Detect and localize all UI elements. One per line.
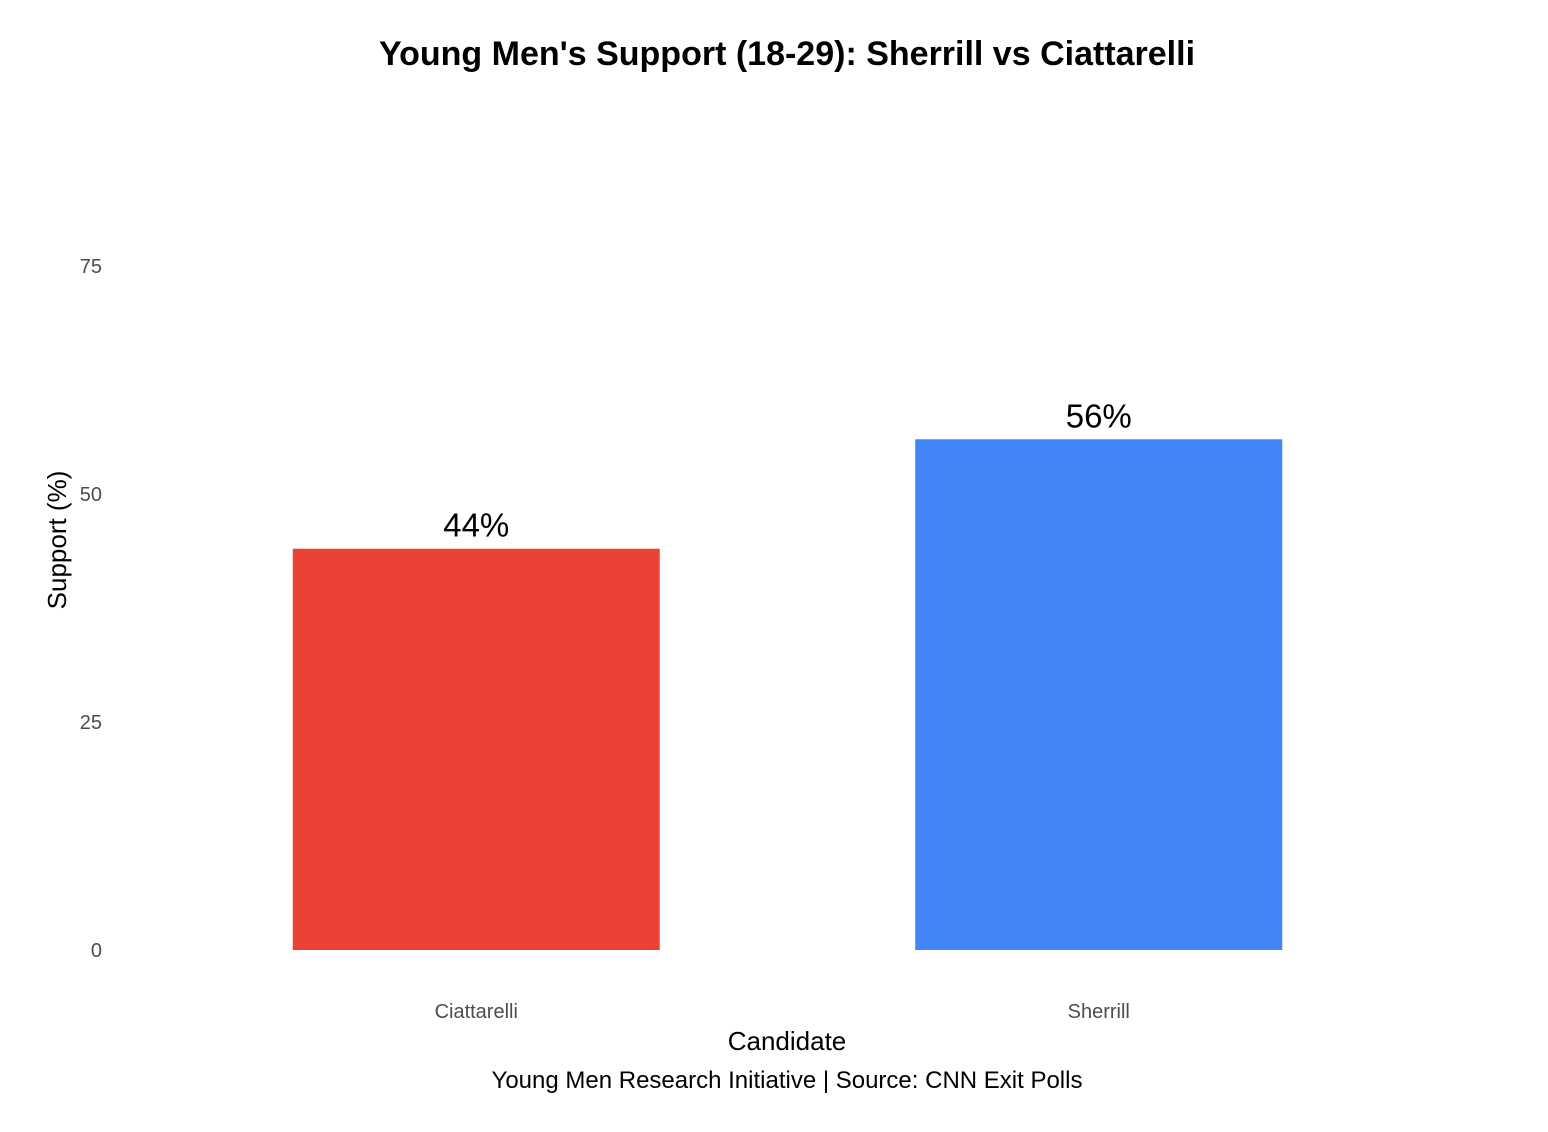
x-axis-ticks: Ciattarelli Sherrill (435, 1001, 1130, 1023)
chart-title: Young Men's Support (18-29): Sherrill vs… (379, 35, 1195, 73)
bar-sherrill (915, 439, 1283, 950)
bar-value-label: 44% (443, 507, 509, 544)
bar-ciattarelli (292, 548, 660, 950)
y-tick-label: 75 (80, 256, 102, 278)
y-tick-label: 50 (80, 484, 102, 506)
data-labels-group: 44% 56% (443, 397, 1132, 543)
bars-group (292, 439, 1283, 950)
y-tick-label: 25 (80, 712, 102, 734)
y-axis-ticks: 0 25 50 75 (80, 256, 102, 962)
x-axis-title: Candidate (728, 1026, 847, 1056)
y-axis-title: Support (%) (42, 471, 72, 610)
chart-caption: Young Men Research Initiative | Source: … (492, 1067, 1083, 1094)
x-tick-label: Sherrill (1068, 1001, 1130, 1023)
bar-value-label: 56% (1066, 397, 1132, 434)
x-tick-label: Ciattarelli (435, 1001, 518, 1023)
y-tick-label: 0 (91, 940, 102, 962)
